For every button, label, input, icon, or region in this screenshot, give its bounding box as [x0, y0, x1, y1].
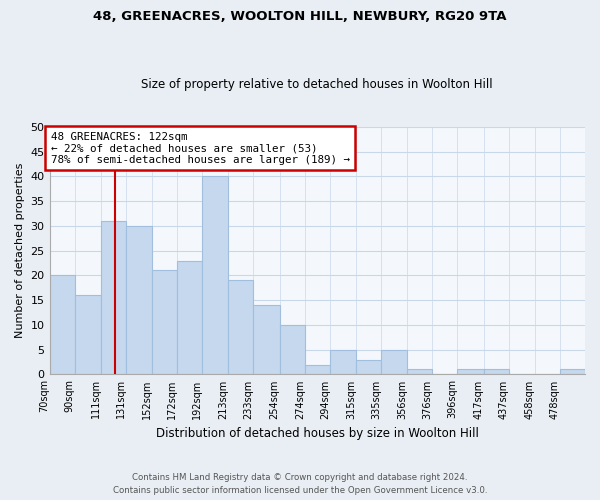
Bar: [152, 270, 177, 374]
Bar: [126, 226, 152, 374]
Bar: [305, 364, 330, 374]
Text: 48, GREENACRES, WOOLTON HILL, NEWBURY, RG20 9TA: 48, GREENACRES, WOOLTON HILL, NEWBURY, R…: [93, 10, 507, 23]
Bar: [229, 280, 253, 374]
Bar: [381, 350, 407, 374]
Text: 48 GREENACRES: 122sqm
← 22% of detached houses are smaller (53)
78% of semi-deta: 48 GREENACRES: 122sqm ← 22% of detached …: [51, 132, 350, 165]
Bar: [253, 305, 280, 374]
Bar: [202, 176, 229, 374]
Title: Size of property relative to detached houses in Woolton Hill: Size of property relative to detached ho…: [142, 78, 493, 91]
Bar: [330, 350, 356, 374]
Bar: [457, 370, 484, 374]
Bar: [177, 260, 202, 374]
Bar: [74, 295, 101, 374]
Bar: [407, 370, 433, 374]
Text: Contains HM Land Registry data © Crown copyright and database right 2024.
Contai: Contains HM Land Registry data © Crown c…: [113, 474, 487, 495]
Bar: [484, 370, 509, 374]
Bar: [280, 325, 305, 374]
Bar: [50, 276, 74, 374]
Bar: [101, 221, 126, 374]
Bar: [560, 370, 585, 374]
Bar: [356, 360, 381, 374]
Y-axis label: Number of detached properties: Number of detached properties: [15, 163, 25, 338]
X-axis label: Distribution of detached houses by size in Woolton Hill: Distribution of detached houses by size …: [156, 427, 479, 440]
